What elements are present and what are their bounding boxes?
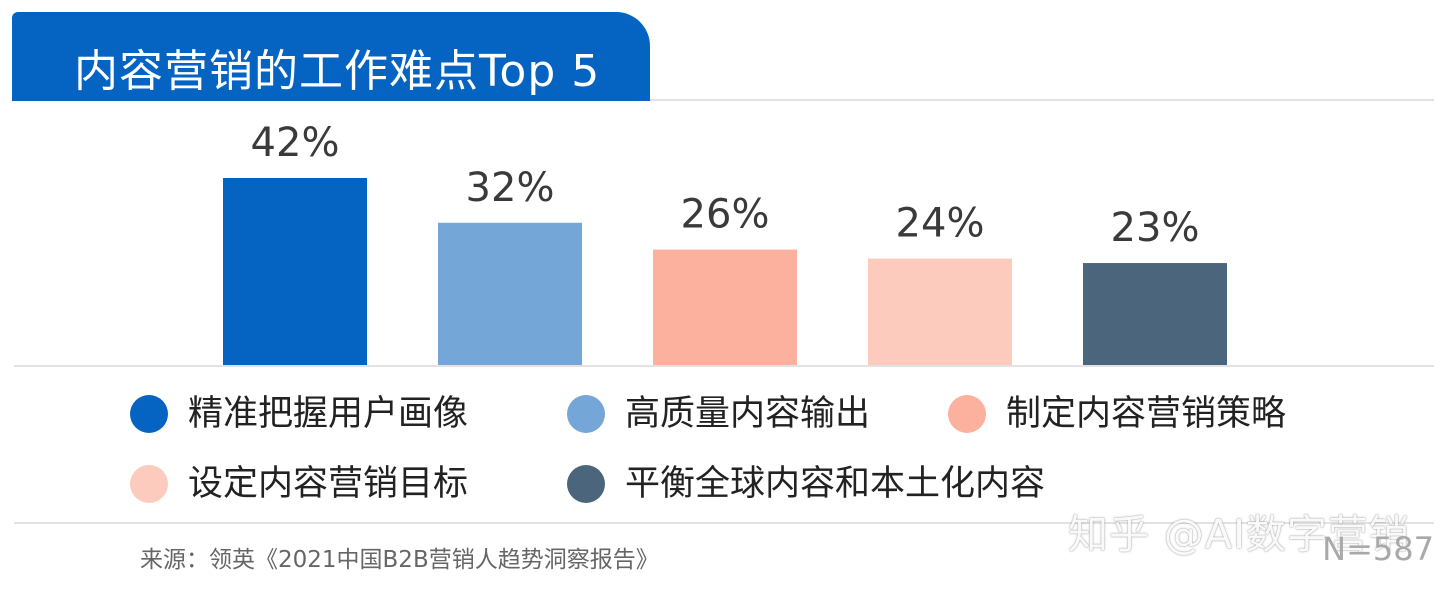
source-note: 来源：领英《2021中国B2B营销人趋势洞察报告》 [140,547,659,573]
legend-item: 精准把握用户画像 [130,392,468,436]
title-banner: 内容营销的工作难点Top 5 [12,12,650,101]
bar-value-label: 32% [466,165,555,211]
bar-value-label: 23% [1111,205,1200,251]
bar-chart: 42% 32% 26% 24% 23% [14,120,1434,367]
bar [653,249,797,366]
bottom-divider [14,522,1434,524]
legend-item: 制定内容营销策略 [948,392,1286,436]
legend-label: 设定内容营销目标 [188,464,469,504]
legend-swatch [130,395,168,433]
legend-swatch [567,395,605,433]
legend-item: 平衡全球内容和本土化内容 [567,462,1045,506]
bar [868,258,1012,366]
bar-value-label: 26% [681,192,770,238]
chart-title: 内容营销的工作难点Top 5 [74,46,601,97]
bar [1083,263,1227,366]
legend-swatch [130,465,168,503]
top-divider [650,99,1434,101]
legend-swatch [948,395,986,433]
legend-label: 高质量内容输出 [625,394,871,434]
legend-swatch [567,465,605,503]
bar [438,222,582,366]
sample-size: N=587 [1322,530,1434,568]
legend-label: 精准把握用户画像 [188,394,469,434]
legend-label: 平衡全球内容和本土化内容 [625,464,1046,504]
bar-value-label: 24% [896,201,985,247]
watermark: 知乎 @AI数字营销 [1068,512,1410,558]
bar-value-label: 42% [251,120,340,166]
legend-item: 高质量内容输出 [567,392,870,436]
legend-item: 设定内容营销目标 [130,462,468,506]
legend-label: 制定内容营销策略 [1006,394,1287,434]
bar [223,178,367,366]
